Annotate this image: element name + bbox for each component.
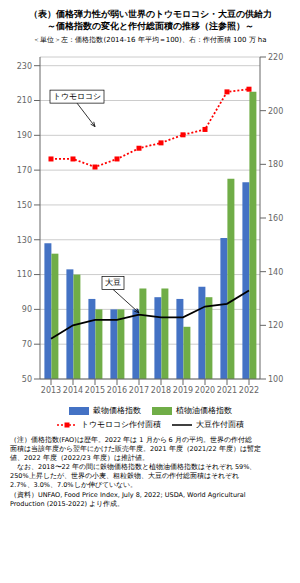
html-text:（注）価格指数(FAO)は歴年。2022 年は 1 月から: （注）価格指数(FAO)は歴年。2022 年は 1 月から 6 月の平均。世界の… <box>10 436 252 444</box>
svg-text:150: 150 <box>17 201 32 210</box>
svg-text:トウモロコシ: トウモロコシ <box>53 92 101 101</box>
svg-text:120: 120 <box>268 321 283 330</box>
html-text:250%上昇したが、世界の小麦、粗粒穀物、大豆の作付総面積は: 250%上昇したが、世界の小麦、粗粒穀物、大豆の作付総面積はそれぞれ <box>10 472 239 481</box>
svg-text:160: 160 <box>268 214 283 223</box>
svg-text:50: 50 <box>22 375 32 384</box>
html-text:（表）価格弾力性が弱い世界のトウモロコシ・大豆の供給力: （表）価格弾力性が弱い世界のトウモロコシ・大豆の供給力 <box>28 9 272 19</box>
svg-text:2016: 2016 <box>107 386 127 395</box>
svg-text:200: 200 <box>268 107 283 116</box>
html-text:（資料）UNFAO, Food Price Index, J: （資料）UNFAO, Food Price Index, July 8, 202… <box>10 490 246 499</box>
svg-text:110: 110 <box>17 270 32 279</box>
svg-text:2018: 2018 <box>151 386 171 395</box>
svg-text:220: 220 <box>268 53 283 62</box>
svg-text:170: 170 <box>17 166 32 175</box>
svg-text:2013: 2013 <box>41 386 61 395</box>
html-text:穀物価格指数: 穀物価格指数 <box>93 406 141 415</box>
svg-text:大豆: 大豆 <box>105 278 121 287</box>
svg-text:2021: 2021 <box>217 386 237 395</box>
html-text:2.7%、3.0%、7.0%しか伸びていない。: 2.7%、3.0%、7.0%しか伸びていない。 <box>10 481 137 490</box>
svg-text:2022: 2022 <box>239 386 259 395</box>
html-text:植物油価格指数: 植物油価格指数 <box>176 406 232 415</box>
html-text:値、2022 年度（2022/23 年度）は推計値。: 値、2022 年度（2022/23 年度）は推計値。 <box>10 454 149 463</box>
svg-text:190: 190 <box>17 131 32 140</box>
svg-text:140: 140 <box>268 268 283 277</box>
svg-text:2017: 2017 <box>129 386 149 395</box>
svg-text:2019: 2019 <box>173 386 193 395</box>
html-text:大豆作付面積: 大豆作付面積 <box>196 420 244 429</box>
svg-text:130: 130 <box>17 236 32 245</box>
svg-text:180: 180 <box>268 160 283 169</box>
html-text:なお、2018〜22 年の間に穀物価格指数と植物油価格指数は: なお、2018〜22 年の間に穀物価格指数と植物油価格指数はそれぞれ 59%、 <box>10 463 257 472</box>
html-text:トウモロコシ作付面積: トウモロコシ作付面積 <box>81 420 161 429</box>
svg-text:230: 230 <box>17 62 32 71</box>
html-text:＜単位＞左：価格指数(2014-16 年平均＝100)、右：: ＜単位＞左：価格指数(2014-16 年平均＝100)、右：作付面積 100 万… <box>33 36 267 44</box>
svg-text:90: 90 <box>22 305 32 314</box>
html-text:面積は当該年度から翌年にかけた販売年度。2021 年度（20: 面積は当該年度から翌年にかけた販売年度。2021 年度（2021/22 年度）は… <box>10 445 261 454</box>
svg-text:2014: 2014 <box>63 386 83 395</box>
svg-text:100: 100 <box>268 375 283 384</box>
svg-text:2015: 2015 <box>85 386 105 395</box>
svg-text:2020: 2020 <box>195 386 215 395</box>
svg-text:70: 70 <box>22 340 32 349</box>
html-text:～価格指数の変化と作付総面積の推移（注参照）～: ～価格指数の変化と作付総面積の推移（注参照）～ <box>46 21 254 31</box>
html-text:Production (2015-2022) より作成。: Production (2015-2022) より作成。 <box>10 499 125 508</box>
svg-text:210: 210 <box>17 96 32 105</box>
